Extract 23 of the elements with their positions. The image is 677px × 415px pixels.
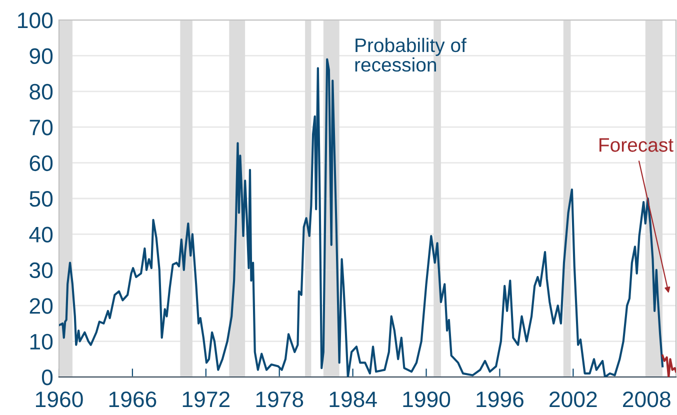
annotation: Probability of recession [355, 38, 466, 72]
x-tick-label: 1978 [256, 391, 304, 408]
x-tick-label: 2008 [623, 391, 670, 408]
x-tick-label: 1972 [182, 391, 230, 408]
y-tick-label: 20 [30, 298, 53, 314]
x-tick-label: 1966 [109, 391, 156, 408]
annotation: Forecast [600, 138, 674, 152]
y-tick-label: 40 [29, 226, 53, 242]
x-tick-label: 1984 [330, 391, 377, 408]
y-tick-label: 60 [30, 155, 53, 172]
y-tick-label: 30 [30, 262, 53, 278]
y-tick-label: 10 [30, 334, 53, 350]
y-tick-label: 100 [18, 12, 53, 28]
line-series [661, 354, 676, 377]
x-tick-label: 1996 [476, 391, 524, 408]
y-tick-label: 90 [30, 48, 53, 64]
y-tick-label: 0 [42, 370, 53, 386]
y-tick-label: 50 [30, 191, 53, 207]
x-tick-label: 1960 [36, 391, 83, 408]
y-tick-label: 80 [30, 84, 53, 100]
x-tick-label: 1990 [403, 391, 450, 408]
x-tick-label: 2002 [550, 391, 597, 408]
y-tick-label: 70 [30, 120, 53, 136]
